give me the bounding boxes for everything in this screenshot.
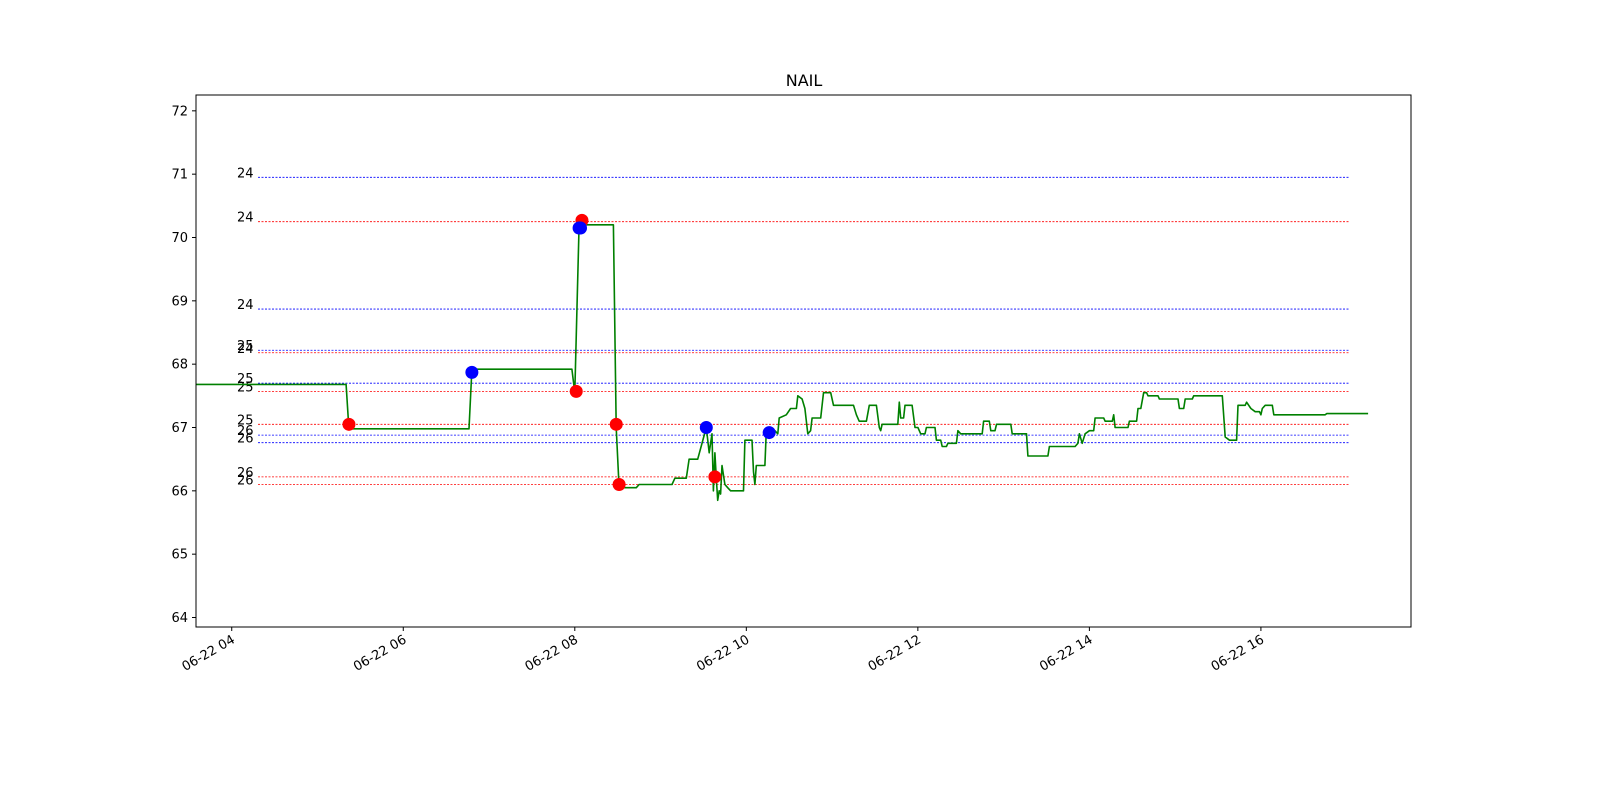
plot-frame xyxy=(195,94,1412,628)
y-tick-label: 69 xyxy=(171,294,188,309)
x-tick-label: 06-22 10 xyxy=(694,632,752,674)
reference-line-label: 25 xyxy=(237,339,254,354)
reference-line-label: 25 xyxy=(237,380,254,395)
y-tick-label: 64 xyxy=(171,611,188,626)
reference-line-label: 26 xyxy=(237,466,254,481)
sell-marker xyxy=(569,384,583,398)
reference-line-label: 25 xyxy=(237,372,254,387)
buy-marker xyxy=(762,426,776,440)
x-axis: 06-22 04 06-22 06 06-22 08 06-22 10 06-22 12… xyxy=(180,627,1267,675)
reference-line-label: 24 xyxy=(237,166,254,181)
chart-title: NAIL xyxy=(786,71,823,90)
reference-line-label: 26 xyxy=(237,432,254,447)
buy-marker xyxy=(699,421,713,434)
sell-marker xyxy=(342,417,356,431)
sell-marker xyxy=(612,478,626,491)
reference-line-label: 26 xyxy=(237,424,254,439)
y-tick-label: 71 xyxy=(171,168,188,183)
price-line xyxy=(196,224,1369,502)
x-tick-label: 06-22 12 xyxy=(866,632,924,674)
trade-markers xyxy=(342,213,776,491)
buy-marker xyxy=(574,221,588,235)
y-tick-label: 67 xyxy=(171,421,188,436)
buy-marker xyxy=(465,365,479,379)
y-tick-label: 72 xyxy=(171,104,188,119)
y-axis: 64 65 66 67 68 69 70 71 72 xyxy=(171,104,196,626)
reference-line-label: 26 xyxy=(237,474,254,489)
reference-line-label: 24 xyxy=(237,342,254,357)
y-tick-label: 68 xyxy=(171,358,188,373)
price-series-group xyxy=(196,224,1369,502)
reference-line-label: 25 xyxy=(237,413,254,428)
x-tick-label: 06-22 14 xyxy=(1037,632,1095,674)
y-tick-label: 65 xyxy=(171,548,188,563)
x-tick-label: 06-22 08 xyxy=(523,632,581,674)
y-tick-label: 70 xyxy=(171,231,188,246)
sell-marker xyxy=(609,417,623,431)
x-tick-label: 06-22 06 xyxy=(351,632,409,674)
x-tick-label: 06-22 04 xyxy=(180,632,238,674)
reference-line-label: 24 xyxy=(237,211,254,226)
reference-line-label: 24 xyxy=(237,298,254,313)
y-tick-label: 66 xyxy=(171,484,188,499)
sell-marker xyxy=(708,470,722,484)
x-tick-label: 06-22 16 xyxy=(1209,632,1267,674)
